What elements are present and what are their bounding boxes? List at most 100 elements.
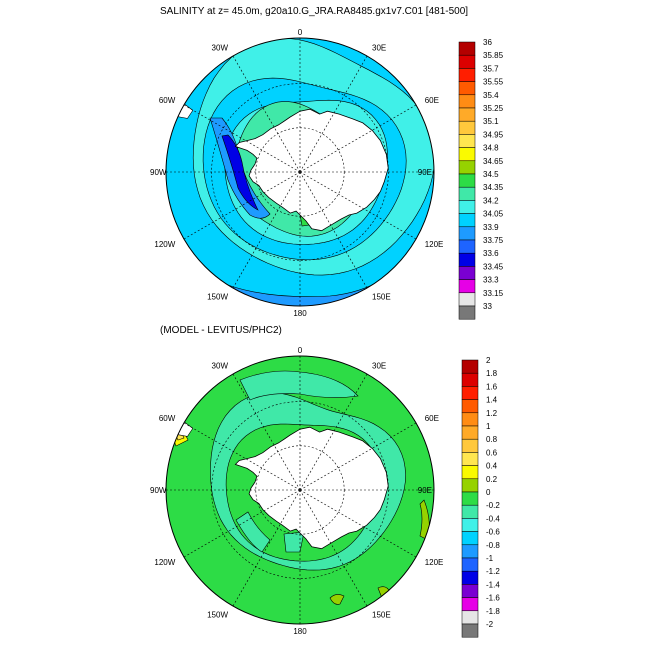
difference-lon-label: 30E (372, 361, 386, 370)
salinity-colorbar-label: 33.6 (483, 249, 499, 258)
difference-colorbar-swatch (461, 531, 479, 546)
difference-antarctica-land (234, 426, 389, 550)
salinity-colorbar-swatch (458, 107, 476, 122)
difference-colorbar-label: 0.2 (486, 475, 498, 484)
difference-colorbar-swatch (461, 465, 479, 480)
salinity-colorbar-label: 34.95 (483, 130, 504, 139)
difference-colorbar-swatch (461, 610, 479, 625)
difference-lon-label: 90W (150, 486, 167, 495)
salinity-colorbar-swatch (458, 54, 476, 69)
salinity-colorbar-label: 36 (483, 38, 492, 47)
salinity-colorbar-swatch (458, 305, 476, 320)
salinity-colorbar-swatch (458, 226, 476, 241)
salinity-colorbar: 36 35.85 35.7 35.55 35.4 35.25 35.1 34.95 34.8 34… (458, 38, 504, 320)
salinity-colorbar-swatch (458, 292, 476, 307)
difference-colorbar-swatch (461, 544, 479, 559)
difference-lon-label: 150W (207, 611, 228, 620)
difference-colorbar-swatch (461, 399, 479, 414)
salinity-colorbar-label: 35.1 (483, 117, 499, 126)
difference-colorbar-swatch (461, 597, 479, 612)
map-title: SALINITY at z= 45.0m, g20a10.G_JRA.RA848… (160, 6, 469, 17)
salinity-colorbar-swatch (458, 266, 476, 280)
difference-colorbar-label: -1 (486, 554, 494, 563)
difference-colorbar-swatch (461, 412, 479, 427)
salinity-colorbar-label: 33.3 (483, 276, 499, 285)
difference-colorbar-label: -1.4 (486, 580, 500, 589)
salinity-lon-label: 90E (418, 168, 432, 177)
salinity-colorbar-label: 35.25 (483, 104, 504, 113)
salinity-colorbar-label: 33.15 (483, 289, 504, 298)
salinity-colorbar-label: 33.9 (483, 223, 499, 232)
difference-colorbar-swatch (461, 491, 479, 506)
difference-colorbar-label: -0.6 (486, 528, 500, 537)
difference-colorbar-label: 1 (486, 422, 491, 431)
salinity-colorbar-swatch (458, 186, 476, 201)
difference-colorbar-swatch (461, 623, 479, 638)
difference-contour-patch (419, 499, 430, 541)
difference-colorbar-label: -2 (486, 620, 494, 629)
salinity-colorbar-swatch (458, 200, 476, 214)
salinity-lon-label: 120E (425, 240, 444, 249)
salinity-colorbar-swatch (458, 68, 476, 82)
difference-colorbar-label: -0.4 (486, 514, 500, 523)
salinity-colorbar-label: 33 (483, 302, 492, 311)
difference-colorbar-label: -1.6 (486, 594, 500, 603)
salinity-lon-label: 150E (372, 293, 391, 302)
difference-lon-label: 150E (372, 611, 391, 620)
salinity-colorbar-swatch (458, 160, 476, 175)
difference-colorbar-swatch (461, 478, 479, 493)
difference-colorbar-swatch (461, 557, 479, 572)
salinity-colorbar-label: 35.4 (483, 91, 499, 100)
salinity-colorbar-swatch (458, 41, 476, 56)
salinity-graticule (166, 38, 434, 306)
difference-colorbar-label: -0.8 (486, 541, 500, 550)
difference-lon-label: 180 (293, 627, 307, 636)
salinity-colorbar-label: 33.75 (483, 236, 504, 245)
salinity-lon-label: 30W (212, 43, 229, 52)
salinity-map-border (165, 37, 435, 307)
map-subtitle: (MODEL - LEVITUS/PHC2) (160, 325, 282, 336)
difference-colorbar-swatch (461, 518, 479, 532)
difference-colorbar-label: -0.2 (486, 501, 500, 510)
difference-colorbar-swatch (461, 504, 479, 519)
salinity-lon-label: 120W (154, 240, 175, 249)
salinity-colorbar-swatch (458, 120, 476, 135)
difference-colorbar-swatch (461, 372, 479, 387)
difference-contour-patch (239, 370, 359, 401)
salinity-colorbar-swatch (458, 279, 476, 294)
difference-colorbar-label: 1.8 (486, 369, 498, 378)
salinity-colorbar-label: 34.5 (483, 170, 499, 179)
salinity-colorbar-label: 34.2 (483, 196, 499, 205)
salinity-colorbar-label: 34.05 (483, 210, 504, 219)
salinity-lon-label: 90W (150, 168, 167, 177)
difference-lon-label: 30W (212, 361, 229, 370)
salinity-colorbar-swatch (458, 94, 476, 109)
difference-colorbar-label: 0 (486, 488, 491, 497)
difference-colorbar-label: 1.6 (486, 382, 498, 391)
salinity-colorbar-swatch (458, 134, 476, 148)
difference-lon-label: 60W (159, 414, 176, 423)
difference-colorbar-label: -1.8 (486, 607, 500, 616)
difference-colorbar-label: 0.8 (486, 435, 498, 444)
difference-colorbar-swatch (461, 452, 479, 466)
difference-colorbar-swatch (461, 386, 479, 400)
difference-colorbar-label: 2 (486, 356, 491, 365)
difference-colorbar-label: 0.4 (486, 462, 498, 471)
salinity-lon-label: 60W (159, 96, 176, 105)
salinity-colorbar-swatch (458, 173, 476, 188)
salinity-lon-label: 150W (207, 293, 228, 302)
difference-colorbar-label: 0.6 (486, 448, 498, 457)
salinity-colorbar-label: 35.85 (483, 51, 504, 60)
salinity-colorbar-swatch (458, 252, 476, 267)
difference-contour-patch (329, 594, 345, 605)
salinity-colorbar-swatch (458, 147, 476, 162)
salinity-lon-label: 60E (425, 96, 439, 105)
difference-lon-label: 120W (154, 558, 175, 567)
difference-colorbar-label: 1.2 (486, 409, 498, 418)
difference-colorbar: 2 1.8 1.6 1.4 1.2 1 0.8 0.6 0.4 0.2 0 -0.2 -0.4 -0.6 -… (461, 356, 500, 638)
salinity-colorbar-swatch (458, 239, 476, 254)
salinity-colorbar-swatch (458, 213, 476, 228)
difference-colorbar-swatch (461, 425, 479, 440)
salinity-colorbar-label: 34.35 (483, 183, 504, 192)
difference-map: 0 30E 60E 90E 120E 150E 180 150W 120W 90W 60W 30W (150, 346, 443, 636)
